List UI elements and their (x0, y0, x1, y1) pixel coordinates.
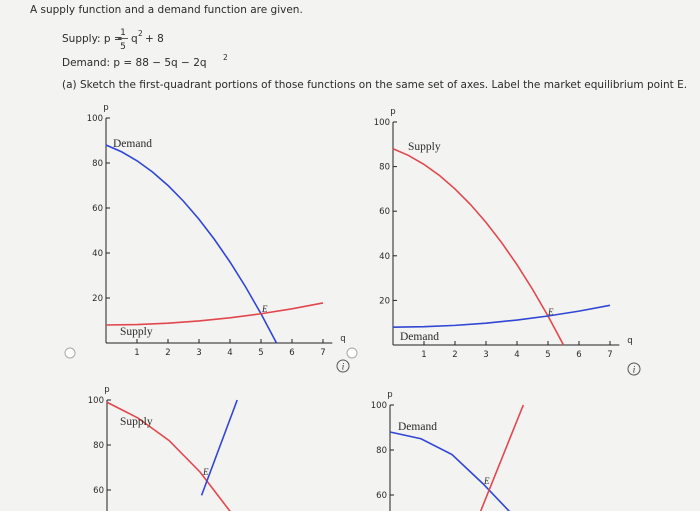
demand-exponent: 2 (223, 53, 228, 62)
curve-label: Supply (120, 326, 153, 338)
curve (392, 304, 611, 328)
x-tick-label: 2 (165, 348, 170, 358)
curve (392, 148, 565, 346)
x-tick-label: 4 (227, 348, 232, 358)
fraction-numerator: 1 (120, 28, 126, 38)
info-icon-glyph: i (633, 365, 636, 375)
y-axis-label: p (104, 385, 109, 395)
equilibrium-label: E (483, 476, 490, 486)
curve (105, 302, 324, 326)
x-tick-label: 5 (545, 350, 550, 360)
supply-lhs: Supply: p = (62, 33, 123, 45)
y-tick-label: 100 (374, 118, 390, 128)
x-tick-label: 5 (258, 348, 263, 358)
x-tick-label: 6 (289, 348, 294, 358)
supply-rest: + 8 (145, 33, 164, 45)
curve (106, 401, 231, 511)
y-tick-label: 100 (87, 114, 103, 124)
y-axis-label: p (103, 103, 108, 113)
supply-exponent: 2 (138, 29, 143, 38)
info-icon[interactable] (627, 362, 641, 376)
curve (479, 404, 525, 511)
y-tick-label: 60 (93, 486, 104, 496)
y-tick-label: 60 (376, 491, 387, 501)
y-tick-label: 60 (92, 204, 103, 214)
curve-label: Supply (408, 141, 441, 153)
x-tick-label: 7 (320, 348, 325, 358)
fraction-denominator: 5 (120, 42, 126, 52)
x-tick-label: 4 (514, 350, 519, 360)
x-axis-label: q (340, 334, 345, 344)
x-tick-label: 6 (576, 350, 581, 360)
x-tick-label: 7 (607, 350, 612, 360)
y-axis-label: p (390, 107, 395, 117)
y-axis-label: p (387, 390, 392, 400)
x-tick-label: 2 (452, 350, 457, 360)
y-tick-label: 60 (379, 207, 390, 217)
supply-variable: q (131, 33, 138, 45)
curve-label: Supply (120, 416, 153, 428)
y-tick-label: 80 (93, 441, 104, 451)
demand-formula: Demand: p = 88 − 5q − 2q (62, 57, 207, 69)
y-tick-label: 20 (379, 296, 390, 306)
y-tick-label: 100 (371, 401, 387, 411)
x-tick-label: 3 (483, 350, 488, 360)
curve (105, 144, 278, 344)
info-icon[interactable] (336, 359, 350, 373)
y-tick-label: 40 (379, 252, 390, 262)
curve-label: Demand (398, 421, 437, 433)
curve (200, 399, 238, 496)
equilibrium-label: E (547, 307, 554, 317)
intro: A supply function and a demand function … (30, 4, 303, 16)
equilibrium-label: E (202, 467, 209, 477)
radio-button[interactable] (64, 347, 76, 359)
x-axis-label: q (627, 336, 632, 346)
curve-label: Demand (113, 138, 152, 150)
curve (389, 431, 511, 511)
radio-button[interactable] (346, 347, 358, 359)
y-tick-label: 80 (376, 446, 387, 456)
curve-label: Demand (400, 331, 439, 343)
y-tick-label: 40 (92, 249, 103, 259)
x-tick-label: 3 (196, 348, 201, 358)
y-tick-label: 20 (92, 294, 103, 304)
x-tick-label: 1 (134, 348, 139, 358)
y-tick-label: 80 (379, 163, 390, 173)
equilibrium-label: E (261, 304, 268, 314)
part-a: (a) Sketch the first-quadrant portions o… (62, 79, 687, 91)
y-tick-label: 80 (92, 159, 103, 169)
info-icon-glyph: i (342, 362, 345, 372)
x-tick-label: 1 (421, 350, 426, 360)
y-tick-label: 100 (88, 396, 104, 406)
